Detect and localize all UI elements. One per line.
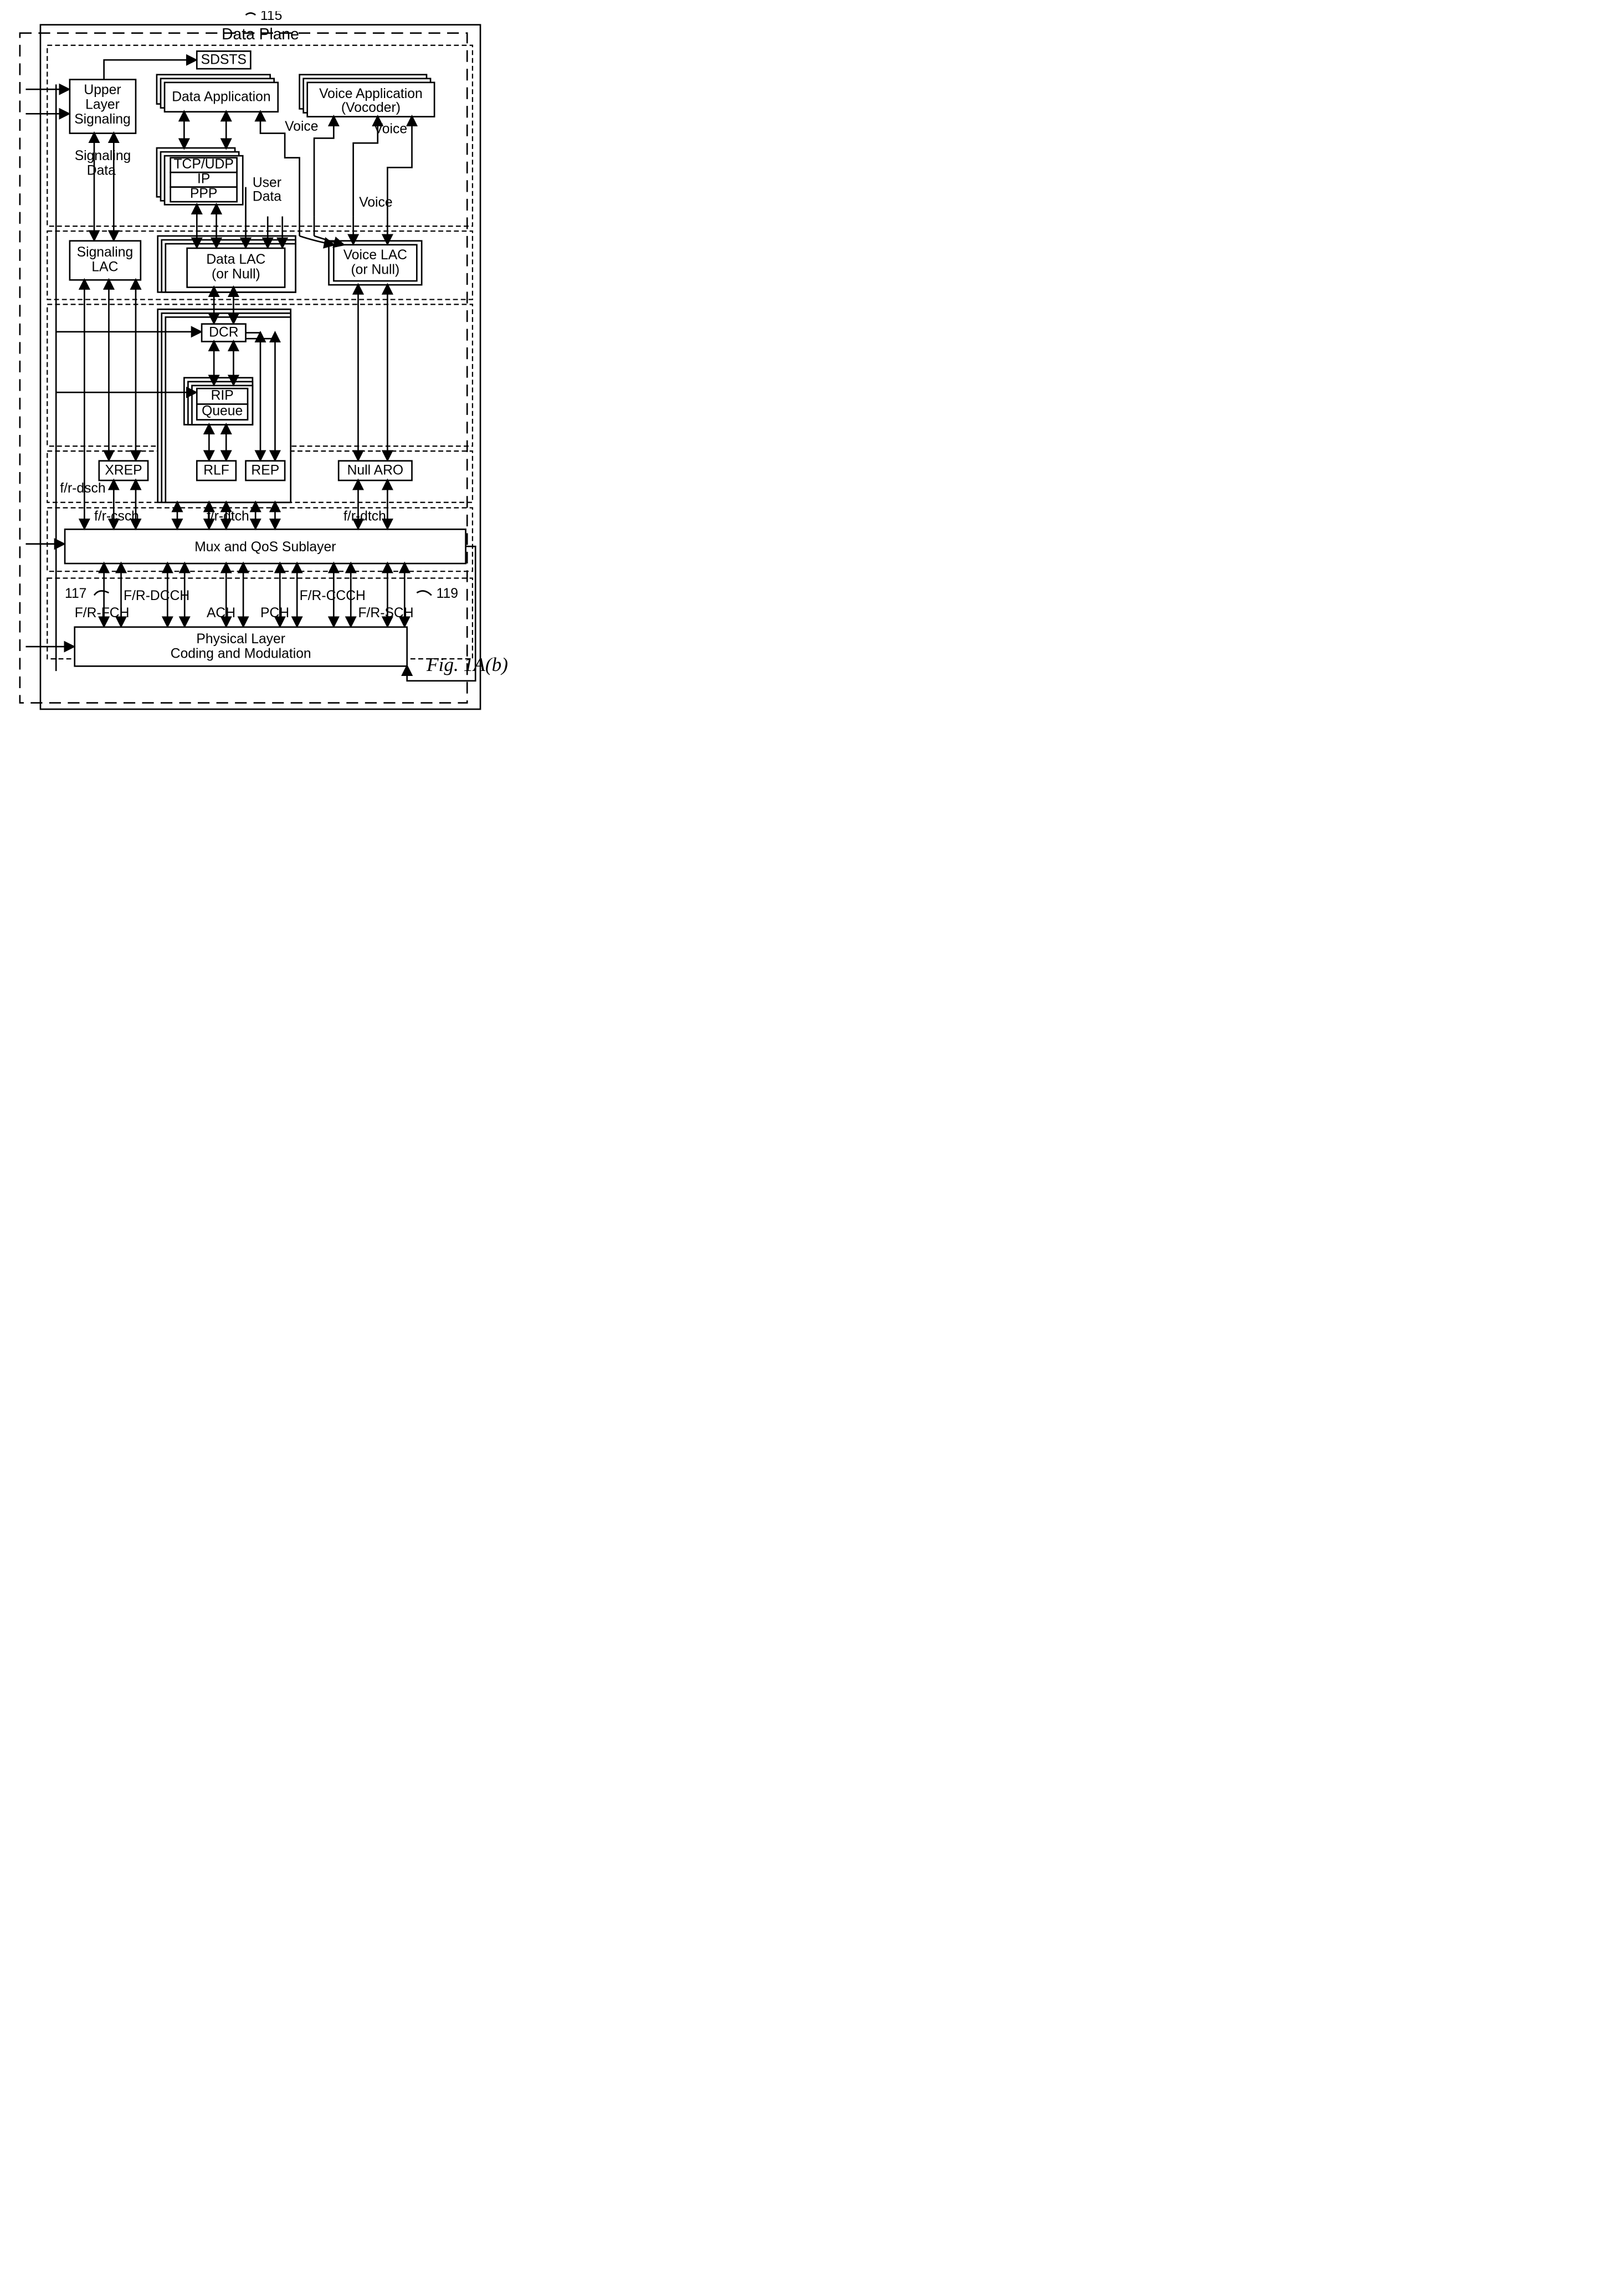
voice-lbl3: Voice [359,195,392,210]
ref119: 119 [437,586,458,601]
voice-lbl1: Voice [285,119,318,134]
nullaro: Null ARO [347,463,404,478]
queue: Queue [202,404,243,419]
fr-fch: F/R-FCH [75,606,130,621]
uls1: Upper [84,83,121,98]
rlf: RLF [203,463,229,478]
fr-dtch2: f/r-dtch [343,509,386,524]
rep: REP [251,463,279,478]
fr-csch: f/r-csch [94,509,139,524]
userdata1: User [253,176,281,191]
pch: PCH [260,606,289,621]
data-app: Data Application [172,89,270,104]
vlac1: Voice LAC [343,248,407,263]
title: Data Plane [222,25,299,43]
voice-app2: (Vocoder) [341,100,401,115]
dcr: DCR [209,325,239,340]
figure-label: Fig. 1A(b) [426,654,508,675]
ref-115: 115 [260,11,282,23]
ppp: PPP [190,186,217,201]
sigdata2: Data [87,163,116,178]
ref117: 117 [65,586,86,601]
siglac2: LAC [91,259,118,274]
uls2: Layer [85,97,120,112]
fr-dtch1: f/r-dtch [207,509,249,524]
tcpudp: TCP/UDP [173,157,233,172]
userdata2: Data [253,189,281,204]
phy2: Coding and Modulation [171,646,311,661]
fr-sch: F/R-SCH [358,606,413,621]
ip: IP [197,172,210,187]
xrep: XREP [105,463,142,478]
ach: ACH [207,606,235,621]
fr-dsch: f/r-dsch [60,481,105,496]
fr-ccch: F/R-CCCH [300,588,366,603]
vlac2: (or Null) [351,263,399,278]
uls3: Signaling [74,112,131,127]
sigdata1: Signaling [75,148,131,163]
siglac1: Signaling [77,245,134,260]
fr-dcch: F/R-DCCH [124,588,189,603]
rip: RIP [211,388,234,403]
voice-app1: Voice Application [319,86,423,101]
voice-lbl2: Voice [374,122,407,137]
sdsts-block: SDSTS [201,52,247,67]
muxqos: Mux and QoS Sublayer [194,540,336,555]
phy1: Physical Layer [196,632,285,647]
datalac2: (or Null) [212,267,260,282]
datalac1: Data LAC [206,252,265,267]
